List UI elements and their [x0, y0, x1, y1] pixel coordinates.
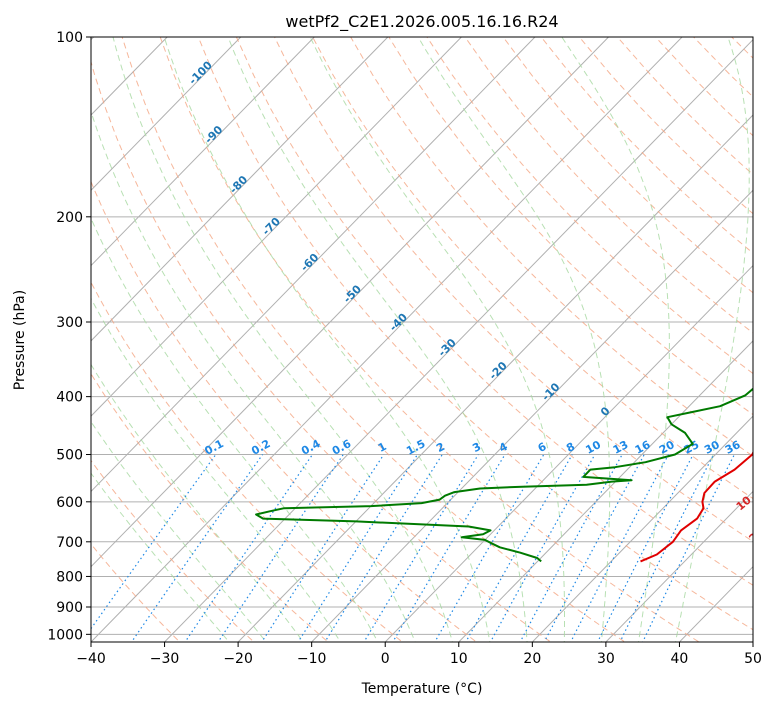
x-tick-label: 30 — [597, 651, 615, 667]
x-axis-label: Temperature (°C) — [361, 681, 483, 697]
x-tick-label: −40 — [76, 651, 106, 667]
moist-adiabat-line — [309, 37, 565, 642]
mixing-ratio-line — [184, 454, 313, 642]
isotherm-line — [91, 37, 683, 642]
mixing-ratio-label: 30 — [702, 438, 722, 457]
mixing-ratio-line — [392, 454, 506, 642]
mixing-ratio-label: 10 — [583, 438, 603, 457]
x-axis-ticks: −40 −30 −20 −10 0 10 20 30 40 50 — [76, 642, 762, 667]
y-tick-label: 600 — [56, 495, 83, 511]
reference-line-labels: 0.1 0.2 0.4 0.6 1 1.5 2 3 4 6 8 10 13 16 20 25 30 36-100-… — [186, 58, 767, 545]
isotherm-line — [91, 37, 609, 568]
moist-adiabat-line — [227, 37, 528, 642]
isotherm-line — [531, 415, 753, 642]
y-tick-label: 200 — [56, 210, 83, 226]
isotherm-line — [311, 189, 753, 642]
isotherm-line — [237, 114, 753, 642]
dry-adiabat-line — [121, 37, 626, 642]
dry-adiabat-line — [91, 60, 552, 642]
moist-adiabat-line — [561, 37, 670, 642]
y-tick-label: 700 — [56, 535, 83, 551]
mixing-ratio-lines — [91, 454, 735, 642]
y-tick-label: 500 — [56, 448, 83, 464]
moist-adiabat-line — [91, 217, 379, 642]
mixing-ratio-line — [465, 454, 573, 642]
dry-adiabat-line — [159, 37, 700, 642]
dry-adiabat-lines — [91, 37, 753, 642]
y-axis-ticks: 100 200 300 400 500 600 700 800 900 1000 — [47, 30, 91, 643]
plot-area: 0.1 0.2 0.4 0.6 1 1.5 2 3 4 6 8 10 13 16 20 25 30 36-100-… — [91, 37, 767, 642]
moist-adiabat-line — [91, 472, 230, 642]
y-tick-label: 1000 — [47, 627, 83, 643]
moist-adiabat-line — [417, 37, 611, 642]
moist-adiabat-line — [91, 297, 342, 642]
mixing-ratio-line — [434, 454, 545, 642]
mixing-ratio-label: 16 — [633, 438, 653, 457]
dry-adiabat-line — [91, 459, 255, 642]
moist-adiabat-line — [163, 37, 491, 642]
isotherm-line — [91, 37, 536, 493]
dry-adiabat-line — [235, 37, 753, 586]
y-tick-label: 300 — [56, 315, 83, 331]
y-tick-label: 800 — [56, 569, 83, 585]
isotherm-line — [384, 264, 753, 642]
isotherm-line — [458, 340, 753, 642]
chart-title: wetPf2_C2E1.2026.005.16.16.R24 — [285, 12, 558, 32]
mixing-ratio-line — [217, 454, 344, 642]
mixing-ratio-line — [297, 454, 419, 642]
mixing-ratio-label: 20 — [657, 438, 677, 457]
dry-adiabat-line — [388, 37, 753, 416]
mixing-ratio-line — [363, 454, 479, 642]
y-axis-label: Pressure (hPa) — [12, 290, 28, 390]
mixing-ratio-label: 13 — [611, 438, 631, 457]
x-tick-label: 10 — [450, 651, 468, 667]
isotherm-line — [164, 38, 753, 642]
moist-adiabat-line — [674, 37, 750, 642]
x-tick-label: 0 — [381, 651, 390, 667]
isotherm-line — [91, 37, 242, 191]
moist-adiabat-line — [112, 37, 454, 642]
isotherm-line — [91, 37, 389, 342]
mixing-ratio-label: 25 — [682, 438, 702, 457]
dry-adiabat-line — [274, 37, 753, 543]
mixing-ratio-line — [324, 454, 443, 642]
mixing-ratio-line — [130, 454, 264, 642]
moist-adiabat-line — [91, 420, 267, 642]
dry-adiabat-line — [197, 37, 753, 631]
dry-adiabat-line — [502, 37, 753, 294]
moist-adiabat-lines — [91, 37, 750, 642]
x-tick-label: −10 — [297, 651, 327, 667]
mixing-ratio-label: 36 — [723, 438, 743, 457]
dry-adiabat-label: 20 — [747, 525, 767, 545]
mixing-ratio-line — [261, 454, 385, 642]
dry-adiabat-line — [312, 37, 753, 500]
plot-frame — [90, 36, 754, 643]
y-tick-label: 400 — [56, 390, 83, 406]
dry-adiabat-line — [464, 37, 753, 334]
moist-adiabat-line — [91, 110, 416, 642]
mixing-ratio-line — [596, 454, 694, 642]
mixing-ratio-line — [570, 454, 670, 642]
dry-adiabat-line — [426, 37, 753, 375]
dry-adiabat-line — [350, 37, 753, 457]
isotherm-lines — [91, 37, 753, 642]
x-tick-label: 40 — [671, 651, 689, 667]
x-tick-label: −20 — [223, 651, 253, 667]
x-tick-label: −30 — [150, 651, 180, 667]
y-tick-label: 100 — [56, 30, 83, 46]
dry-adiabat-line — [91, 180, 478, 642]
sounding-profiles — [255, 387, 753, 563]
isotherm-line — [605, 490, 753, 642]
temperature-profile-line — [640, 450, 753, 563]
x-tick-label: 20 — [523, 651, 541, 667]
y-tick-label: 900 — [56, 600, 83, 616]
isotherm-line — [91, 37, 315, 267]
moist-adiabat-line — [91, 363, 304, 642]
dewpoint-profile-line — [255, 387, 753, 563]
isotherm-line — [91, 37, 462, 417]
x-tick-label: 50 — [744, 651, 762, 667]
dry-adiabat-line — [91, 281, 404, 642]
